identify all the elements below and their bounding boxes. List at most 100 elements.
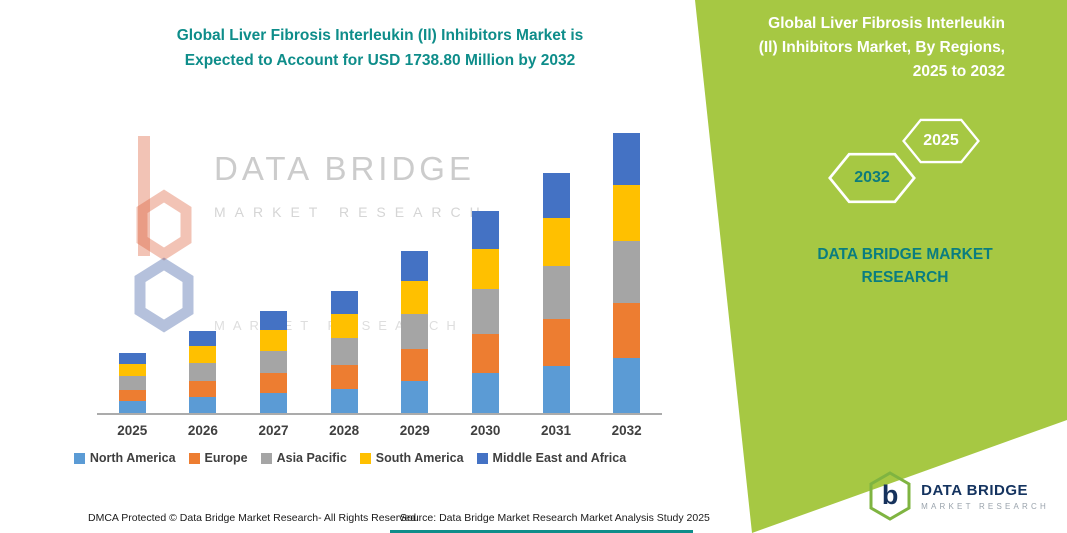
- bar-2028: [330, 290, 358, 413]
- panel-title: Global Liver Fibrosis Interleukin (Il) I…: [705, 12, 1005, 84]
- bar-segment-2027-south-america: [260, 330, 288, 351]
- dbmr-logo-hexagon-icon: b: [868, 471, 912, 521]
- legend-item-south-america: South America: [359, 451, 464, 465]
- bar-segment-2027-asia-pacific: [260, 350, 288, 374]
- legend-label-north-america: North America: [89, 451, 176, 465]
- bar-segment-2031-europe: [542, 318, 570, 366]
- panel-title-line1: Global Liver Fibrosis Interleukin: [768, 15, 1005, 32]
- bar-segment-2026-south-america: [189, 346, 217, 363]
- dbmr-logo-tagline: MARKET RESEARCH: [921, 501, 1049, 511]
- bar-segment-2027-europe: [260, 373, 288, 394]
- bar-segment-2031-north-america: [542, 365, 570, 413]
- bar-segment-2028-asia-pacific: [330, 338, 358, 366]
- bar-segment-2032-asia-pacific: [613, 241, 641, 304]
- bar-2031: [542, 173, 570, 413]
- x-label-2031: 2031: [541, 423, 572, 438]
- bar-2030: [471, 211, 499, 413]
- bar-segment-2025-middle-east-and-africa: [118, 352, 146, 365]
- chart-title: Global Liver Fibrosis Interleukin (Il) I…: [60, 24, 700, 74]
- bottom-accent-line: [390, 530, 693, 533]
- bar-segment-2026-middle-east-and-africa: [189, 331, 217, 347]
- bar-segment-2025-europe: [118, 389, 146, 402]
- legend-swatch-middle-east-and-africa: [476, 452, 488, 464]
- x-axis-labels: 2025 2026 2027 2028 2029 2030 2031 2032: [97, 423, 662, 438]
- panel-brand-text: DATA BRIDGE MARKET RESEARCH: [760, 243, 1050, 290]
- dbmr-logo-name: DATA BRIDGE: [921, 481, 1029, 499]
- bar-segment-2025-north-america: [118, 401, 146, 413]
- legend-item-middle-east-and-africa: Middle East and Africa: [476, 451, 627, 465]
- bar-segment-2026-north-america: [189, 396, 217, 413]
- dbmr-logo-letter: b: [881, 479, 899, 510]
- bar-segment-2025-south-america: [118, 364, 146, 377]
- source-note: Source: Data Bridge Market Research Mark…: [400, 512, 710, 524]
- chart-title-line2: Expected to Account for USD 1738.80 Mill…: [184, 51, 576, 69]
- bar-segment-2029-europe: [401, 349, 429, 382]
- year-hexagons: 2032 2025: [828, 112, 1038, 224]
- x-label-2029: 2029: [399, 423, 430, 438]
- legend-label-europe: Europe: [204, 451, 248, 465]
- bar-2025: [118, 352, 146, 413]
- panel-title-line2: (Il) Inhibitors Market, By Regions,: [758, 39, 1005, 57]
- bar-segment-2030-middle-east-and-africa: [471, 211, 499, 249]
- bar-segment-2028-north-america: [330, 389, 358, 413]
- bar-segment-2026-europe: [189, 380, 217, 397]
- x-label-2025: 2025: [117, 423, 148, 438]
- panel-title-line3: 2025 to 2032: [912, 63, 1005, 81]
- legend-swatch-asia-pacific: [260, 452, 272, 464]
- bar-segment-2025-asia-pacific: [118, 376, 146, 390]
- chart-legend: North America Europe Asia Pacific South Ame…: [35, 451, 665, 465]
- bar-2032: [613, 133, 641, 413]
- legend-item-north-america: North America: [73, 451, 176, 465]
- hexagon-2032: 2032: [828, 148, 916, 208]
- bar-segment-2027-middle-east-and-africa: [260, 311, 288, 331]
- hexagon-2032-label: 2032: [854, 169, 890, 186]
- bar-segment-2029-south-america: [401, 281, 429, 314]
- hexagon-2025-icon: [902, 118, 980, 164]
- panel-brand-line2: RESEARCH: [861, 269, 949, 287]
- bar-segment-2032-south-america: [613, 185, 641, 242]
- legend-item-europe: Europe: [188, 451, 248, 465]
- bar-segment-2031-south-america: [542, 217, 570, 266]
- legend-item-asia-pacific: Asia Pacific: [260, 451, 347, 465]
- hexagon-2025: 2025: [902, 112, 980, 170]
- hexagon-2032-icon: [828, 152, 916, 204]
- stacked-bar-plot: [97, 120, 662, 415]
- bar-segment-2032-europe: [613, 303, 641, 359]
- bar-segment-2031-asia-pacific: [542, 265, 570, 319]
- x-label-2026: 2026: [187, 423, 218, 438]
- bar-segment-2030-europe: [471, 333, 499, 374]
- dbmr-logo: b DATA BRIDGE MARKET RESEARCH: [868, 471, 1049, 521]
- legend-swatch-europe: [188, 452, 200, 464]
- bar-segment-2028-middle-east-and-africa: [330, 290, 358, 314]
- bar-segment-2030-asia-pacific: [471, 289, 499, 334]
- dbmr-logo-text: DATA BRIDGE MARKET RESEARCH: [921, 482, 1049, 511]
- hexagon-2025-label: 2025: [923, 132, 959, 149]
- bar-segment-2030-north-america: [471, 373, 499, 413]
- x-label-2027: 2027: [258, 423, 289, 438]
- legend-swatch-north-america: [73, 452, 85, 464]
- bar-segment-2029-asia-pacific: [401, 313, 429, 350]
- bar-segment-2026-asia-pacific: [189, 362, 217, 381]
- bar-segment-2032-north-america: [613, 358, 641, 413]
- bar-segment-2031-middle-east-and-africa: [542, 173, 570, 218]
- bar-2027: [260, 311, 288, 413]
- panel-brand-line1: DATA BRIDGE MARKET: [817, 246, 993, 263]
- x-label-2028: 2028: [329, 423, 360, 438]
- bar-2026: [189, 331, 217, 413]
- bar-segment-2028-europe: [330, 365, 358, 390]
- x-label-2030: 2030: [470, 423, 501, 438]
- chart-title-line1: Global Liver Fibrosis Interleukin (Il) I…: [176, 27, 584, 44]
- bar-segment-2027-north-america: [260, 393, 288, 413]
- legend-swatch-south-america: [359, 452, 371, 464]
- bar-segment-2028-south-america: [330, 313, 358, 339]
- bar-segment-2030-south-america: [471, 248, 499, 290]
- legend-label-asia-pacific: Asia Pacific: [276, 451, 347, 465]
- bar-segment-2029-middle-east-and-africa: [401, 251, 429, 282]
- legend-label-south-america: South America: [375, 451, 464, 465]
- bar-segment-2029-north-america: [401, 381, 429, 413]
- legend-label-middle-east-and-africa: Middle East and Africa: [492, 451, 627, 465]
- x-label-2032: 2032: [611, 423, 642, 438]
- dmca-notice: DMCA Protected © Data Bridge Market Rese…: [88, 512, 420, 524]
- bar-2029: [401, 251, 429, 413]
